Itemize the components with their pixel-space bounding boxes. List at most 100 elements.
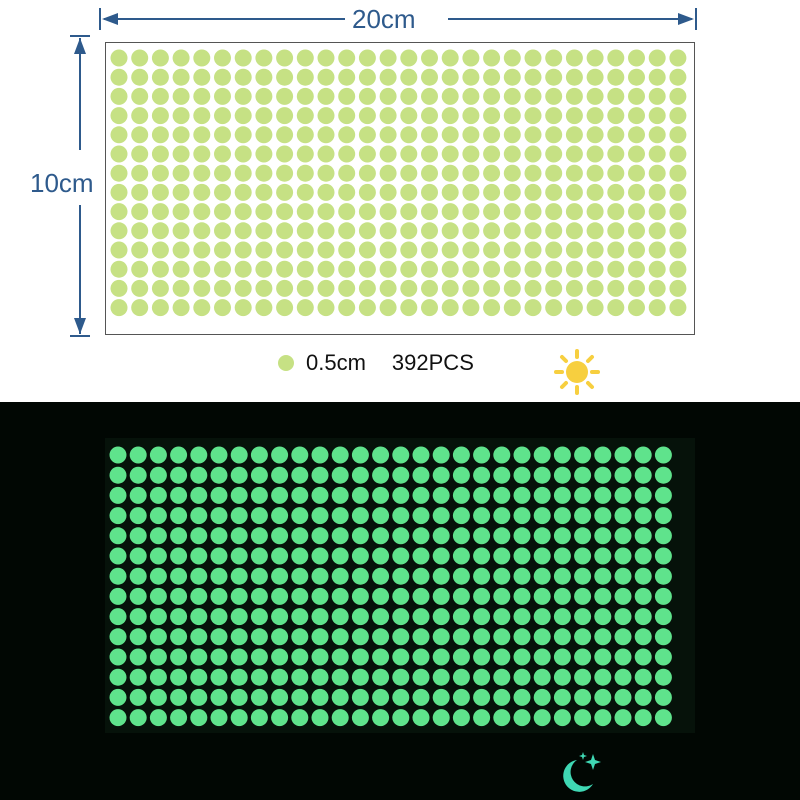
sticker-dot [170,587,188,605]
sticker-dot [190,648,208,666]
sticker-dot [317,203,335,221]
sticker-dot [400,299,418,317]
sticker-dot [250,587,268,605]
sticker-dot [400,68,418,86]
sticker-dot [594,527,612,545]
sticker-dot [291,446,309,464]
sticker-dot [291,507,309,525]
sticker-dot [129,709,147,727]
sticker-dot [392,567,410,585]
sticker-dot [493,648,511,666]
sticker-dot [210,486,228,504]
sticker-dot [151,49,169,67]
sticker-dot [648,68,666,86]
sticker-dot [634,668,652,686]
sticker-dot [129,648,147,666]
sticker-dot [503,68,521,86]
sticker-dot [586,183,604,201]
sticker-dot [379,299,397,317]
sticker-dot [441,203,459,221]
sticker-dot [574,668,592,686]
sticker-dot [503,299,521,317]
sticker-dot [503,145,521,163]
sticker-dot [172,87,190,105]
sticker-dot [351,688,369,706]
sticker-dot [648,87,666,105]
sticker-dot [151,107,169,125]
sticker-dot [513,507,531,525]
sticker-dot [331,628,349,646]
sticker-dot [524,222,542,240]
sticker-dot [594,688,612,706]
sticker-dot [654,486,672,504]
sticker-dot [586,241,604,259]
sticker-dot [400,203,418,221]
sticker-dot [473,486,491,504]
sticker-dot [574,446,592,464]
sticker-dot [565,68,583,86]
sticker-dot [331,648,349,666]
sticker-dot [276,222,294,240]
sticker-dot [533,709,551,727]
sticker-dot [317,145,335,163]
sticker-dot [503,279,521,297]
sticker-dot [234,183,252,201]
sticker-dot [669,260,687,278]
sticker-dot [110,164,128,182]
sticker-dot [524,164,542,182]
sticker-dot [654,527,672,545]
sticker-dot [351,567,369,585]
sticker-dot [372,567,390,585]
sticker-dot [634,587,652,605]
sticker-dot [149,486,167,504]
sticker-dot [109,466,127,484]
sticker-dot [669,145,687,163]
sticker-dot [331,466,349,484]
sticker-dot [392,668,410,686]
sticker-dot [131,279,149,297]
sticker-dot [110,183,128,201]
sticker-dot [473,608,491,626]
sticker-dot [412,486,430,504]
sticker-dot [172,107,190,125]
sticker-dot [317,299,335,317]
sticker-dot [210,688,228,706]
sticker-dot [234,68,252,86]
sticker-dot [634,648,652,666]
sticker-dot [351,709,369,727]
sticker-dot [291,466,309,484]
sticker-dot [311,628,329,646]
sticker-dot [607,183,625,201]
sticker-dot [648,203,666,221]
sticker-dot [331,507,349,525]
sticker-dot [109,547,127,565]
sticker-dot [271,547,289,565]
sticker-dot [358,87,376,105]
sticker-dot [311,507,329,525]
sticker-dot [473,507,491,525]
sticker-dot [151,87,169,105]
sticker-dot [276,107,294,125]
sticker-dot [669,279,687,297]
sticker-dot [545,145,563,163]
sticker-dot [513,688,531,706]
sticker-dot [594,587,612,605]
sticker-dot [151,222,169,240]
sticker-dot [110,145,128,163]
sticker-dot [421,49,438,67]
sticker-dot [214,126,231,144]
day-dot-grid [110,49,687,317]
sticker-dot [331,527,349,545]
sticker-dot [669,49,687,67]
sticker-dot [250,648,268,666]
sticker-dot [553,648,571,666]
sticker-dot [565,299,583,317]
sticker-dot [628,49,645,67]
sticker-dot [110,279,128,297]
sticker-dot [131,107,149,125]
sticker-dot [172,126,190,144]
sticker-dot [230,567,248,585]
sticker-dot [421,279,438,297]
sticker-dot [586,145,604,163]
sticker-dot [669,87,687,105]
